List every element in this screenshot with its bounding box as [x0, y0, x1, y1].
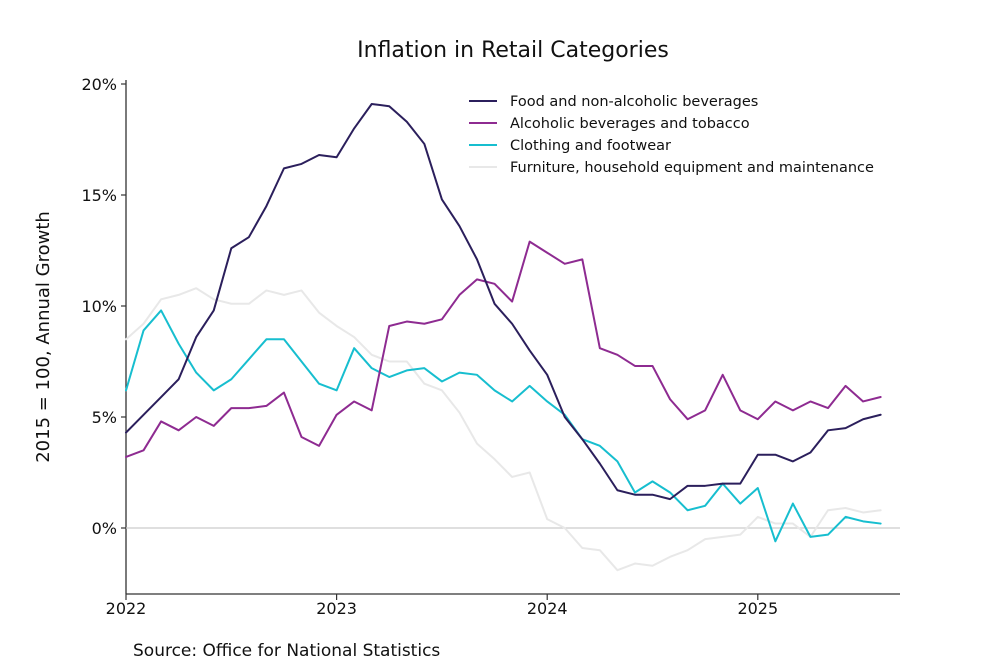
source-note: Source: Office for National Statistics	[133, 641, 440, 661]
legend-label: Furniture, household equipment and maint…	[510, 160, 874, 176]
chart-title: Inflation in Retail Categories	[357, 38, 669, 63]
y-tick-label: 20%	[81, 75, 117, 94]
legend-label: Food and non-alcoholic beverages	[510, 94, 758, 110]
series-line-4	[125, 287, 882, 572]
legend-label: Clothing and footwear	[510, 138, 671, 154]
series-lines	[125, 102, 882, 572]
x-tick-label: 2025	[737, 599, 778, 618]
y-ticks: 0% 5% 10% 15% 20%	[81, 75, 126, 538]
y-axis-label: 2015 = 100, Annual Growth	[33, 211, 54, 463]
series-line-1	[125, 102, 882, 501]
series-line-3	[125, 309, 882, 543]
x-tick-label: 2024	[527, 599, 568, 618]
legend-label: Alcoholic beverages and tobacco	[510, 116, 750, 132]
x-ticks: 2022 2023 2024 2025	[106, 594, 778, 618]
y-tick-label: 10%	[81, 297, 117, 316]
y-tick-label: 0%	[92, 519, 117, 538]
y-tick-label: 15%	[81, 186, 117, 205]
x-tick-label: 2022	[106, 599, 147, 618]
x-tick-label: 2023	[316, 599, 357, 618]
legend: Food and non-alcoholic beverages Alcoholi…	[469, 94, 874, 176]
y-tick-label: 5%	[92, 408, 117, 427]
y-axis-label-group: 2015 = 100, Annual Growth	[33, 211, 54, 463]
series-line-2	[125, 240, 882, 458]
